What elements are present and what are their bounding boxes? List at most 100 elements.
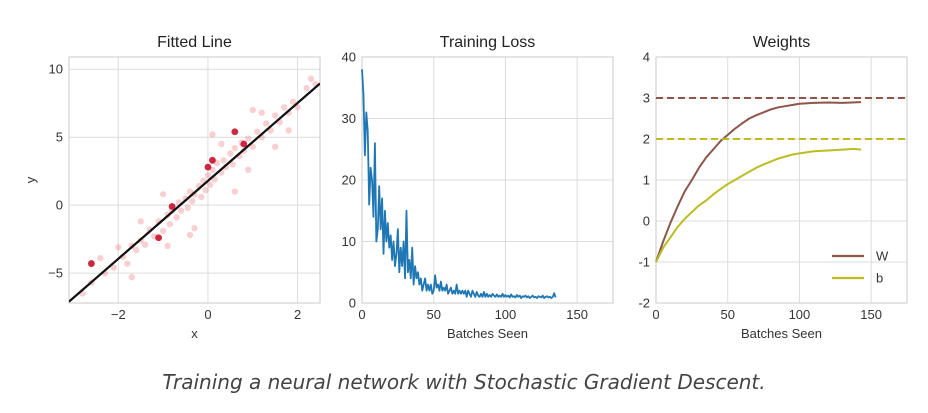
data-point [220,157,227,164]
training-loss-chart: 0 50 100 150 0 10 20 30 40 Training Loss Batches S… [342,34,614,341]
data-point [184,204,191,212]
figure-caption: Training a neural network with Stochasti… [162,370,766,394]
data-point [141,241,149,248]
data-point [227,150,234,157]
batch-point [231,128,239,136]
data-point [209,131,216,138]
weights-chart: 0 50 100 150 -2 -1 0 1 2 3 4 Weights Batches Seen Wb [638,34,908,341]
data-point [159,191,167,198]
data-point [186,231,194,239]
x-tick-label: −2 [111,307,126,322]
data-point [191,225,198,232]
x-tick-label: 2 [294,307,301,322]
data-point [166,220,174,228]
legend: Wb [832,249,889,286]
plot-frame [68,56,321,304]
x-tick-label: 0 [358,307,365,322]
chart-title: Fitted Line [157,34,232,51]
x-tick-label: 0 [204,307,211,322]
plot-area [69,57,320,303]
data-point [249,106,256,114]
data-point [307,75,315,82]
y-tick-label: 10 [342,234,356,249]
data-point [218,140,225,148]
data-point [177,207,185,214]
data-point [280,104,288,111]
data-point [204,172,212,179]
data-point [137,218,144,225]
data-point [173,214,180,221]
series-line-b [655,147,862,263]
data-point [303,85,310,92]
data-point [231,188,239,195]
fitted-line-chart: −2 0 2 −5 0 5 10 Fitted Line x y [23,34,321,341]
legend-label-b: b [876,271,883,286]
data-point [128,273,135,281]
x-tick-label: 50 [426,307,440,322]
x-tick-label: 50 [720,307,734,322]
y-tick-label: 1 [643,173,650,188]
data-point [249,143,256,150]
data-point [285,127,292,134]
data-point [289,98,297,106]
series-line-W [655,101,862,263]
y-tick-label: 5 [56,130,63,145]
data-point [271,112,279,119]
y-tick-label: -2 [638,296,650,311]
fitted-line [69,82,320,303]
x-tick-label: 150 [860,307,882,322]
y-tick-label: 3 [643,91,650,106]
y-tick-label: 2 [643,132,650,147]
y-tick-label: 20 [342,173,356,188]
data-point [202,186,209,194]
data-point [245,135,252,142]
data-point [254,128,261,135]
scatter-points [69,75,320,303]
y-tick-label: 4 [643,50,650,65]
legend-label-W: W [876,249,889,264]
data-point [198,193,205,201]
data-point [231,144,239,152]
chart-title: Training Loss [440,34,535,51]
data-point [271,143,279,150]
batch-point [155,234,163,242]
y-tick-label: 40 [342,50,356,65]
data-point [164,242,171,250]
batch-point [209,156,216,164]
data-point [110,264,118,271]
y-tick-label: 0 [349,296,356,311]
y-axis-label: y [23,176,38,183]
x-tick-label: 0 [652,307,659,322]
y-tick-label: 10 [49,62,63,77]
x-tick-label: 100 [789,307,811,322]
data-point [263,120,270,127]
data-point [124,260,131,267]
plot-frame [361,56,614,304]
data-point [159,227,167,235]
loss-line [361,69,557,299]
data-point [189,197,196,205]
x-axis-label: Batches Seen [447,326,528,341]
y-tick-label: −5 [48,266,63,281]
y-tick-label: -1 [638,255,650,270]
data-point [206,181,214,188]
data-point [229,161,236,168]
x-tick-label: 150 [566,307,588,322]
batch-point [168,203,176,210]
chart-title: Weights [753,34,811,51]
x-tick-label: 100 [495,307,517,322]
batch-point [240,140,248,148]
y-tick-label: 30 [342,111,356,126]
batch-point [88,260,95,267]
data-point [245,166,252,174]
y-tick-label: 0 [643,214,650,229]
y-tick-label: 0 [56,198,63,213]
x-axis-label: Batches Seen [741,326,822,341]
batch-point [204,163,212,171]
plot-frame [655,56,908,304]
data-point [133,246,140,254]
data-point [115,244,122,251]
data-point [97,254,104,262]
data-point [258,109,265,116]
